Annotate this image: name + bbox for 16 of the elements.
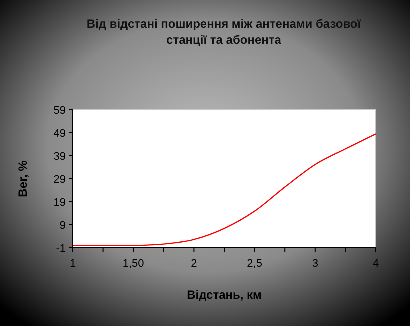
- y-tick-label: 9: [60, 220, 66, 232]
- chart-title: Від відстані поширення між антенами базової станції та абонента: [86, 17, 362, 47]
- y-tick-label: 59: [54, 104, 66, 117]
- x-tick-label: 2,5: [247, 258, 262, 270]
- y-tick-label: 49: [54, 128, 66, 140]
- x-tick-label: 2: [191, 258, 198, 270]
- x-tick-label: 1: [70, 258, 76, 270]
- x-tick-label: 3: [312, 258, 318, 270]
- y-tick-label: 29: [54, 174, 66, 186]
- x-tick-label: 4: [372, 258, 380, 270]
- y-tick-label: 19: [54, 196, 66, 209]
- y-axis-title: Ber, %: [16, 160, 30, 198]
- y-tick-label: -1: [56, 242, 66, 255]
- x-tick-label: 1,50: [122, 258, 144, 270]
- y-tick-label: 39: [54, 150, 66, 163]
- x-axis-title: Відстань, км: [187, 288, 262, 302]
